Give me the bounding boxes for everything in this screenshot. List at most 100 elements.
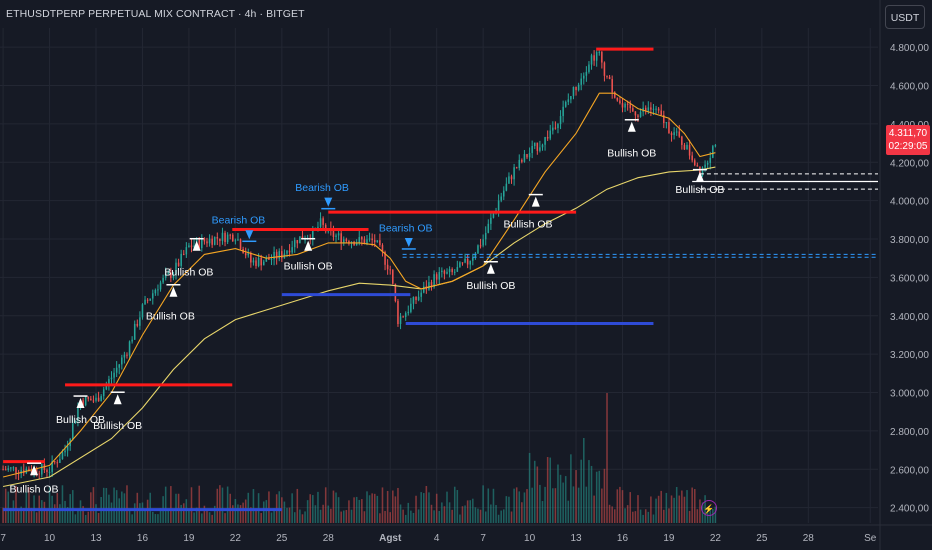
volume-bar: [97, 512, 100, 523]
bullish-ob-label: Bullish OB: [10, 483, 59, 495]
volume-bar: [461, 506, 464, 523]
volume-bar: [577, 487, 580, 523]
candle-body: [541, 144, 544, 148]
candle-body: [394, 283, 397, 302]
volume-bar: [84, 514, 87, 523]
candle-body: [74, 420, 77, 424]
candle-body: [87, 396, 90, 399]
volume-bar: [399, 504, 402, 523]
x-tick-label: 10: [44, 533, 56, 544]
candle-body: [453, 271, 456, 273]
volume-bar: [422, 493, 425, 523]
candle-body: [12, 467, 15, 469]
volume-bar: [459, 514, 461, 523]
volume-bar: [528, 452, 531, 523]
candle-body: [590, 55, 593, 65]
candle-body: [668, 122, 670, 134]
currency-button[interactable]: USDT: [885, 5, 925, 29]
volume-bar: [87, 511, 90, 523]
candle-body: [211, 238, 213, 245]
volume-bar: [624, 508, 626, 523]
volume-bar: [72, 490, 74, 523]
candle-body: [410, 303, 412, 312]
volume-bar: [82, 506, 84, 523]
candle-body: [714, 145, 717, 147]
volume-bar: [193, 512, 195, 523]
volume-bar: [443, 506, 446, 523]
candle-body: [193, 245, 195, 248]
candle-body: [229, 234, 231, 236]
candle-body: [559, 116, 562, 125]
candle-body: [66, 446, 69, 451]
lightning-icon[interactable]: ⚡: [701, 500, 717, 516]
candle-body: [441, 270, 443, 273]
volume-bar: [438, 510, 441, 523]
volume-bar: [59, 504, 61, 523]
volume-bar: [348, 500, 350, 523]
volume-bar: [273, 508, 275, 523]
volume-bar: [642, 514, 644, 523]
candle-body: [232, 234, 234, 242]
y-tick-label: 2.600,00: [890, 465, 929, 476]
candle-body: [647, 107, 650, 111]
volume-bar: [355, 496, 358, 523]
volume-bar: [206, 508, 208, 523]
candle-body: [706, 162, 709, 165]
candlesticks: [2, 49, 717, 481]
volume-bar: [402, 509, 404, 523]
candle-body: [518, 159, 521, 168]
volume-bar: [293, 512, 296, 523]
volume-bar: [373, 493, 376, 523]
candle-body: [588, 64, 590, 72]
candle-body: [575, 86, 577, 91]
candle-body: [673, 132, 675, 136]
candle-body: [696, 165, 699, 167]
volume-bar: [291, 493, 293, 523]
candle-body: [544, 137, 546, 145]
candle-body: [634, 111, 637, 116]
candle-body: [312, 228, 314, 240]
candle-body: [90, 398, 92, 401]
volume-bar: [121, 491, 123, 523]
volume-bar: [195, 507, 198, 523]
volume-bar: [673, 497, 675, 523]
candle-body: [213, 237, 216, 245]
candle-body: [72, 423, 74, 439]
candle-body: [126, 354, 128, 356]
volume-bar: [61, 485, 64, 523]
volume-bar: [693, 489, 696, 523]
volume-bar: [616, 489, 619, 523]
volume-bar: [43, 501, 46, 523]
candle-body: [342, 239, 345, 244]
volume-bar: [686, 490, 688, 523]
volume-bar: [115, 490, 118, 523]
volume-bar: [20, 506, 22, 523]
volume-bar: [345, 510, 348, 523]
candle-body: [497, 200, 500, 211]
volume-bar: [621, 490, 624, 523]
candle-body: [286, 250, 288, 254]
volume-bar: [655, 498, 657, 523]
candle-body: [110, 377, 113, 380]
volume-bar: [188, 510, 190, 523]
candle-body: [97, 397, 100, 402]
candle-body: [257, 257, 260, 266]
volume-bar: [237, 504, 239, 523]
volume-bar: [270, 512, 273, 523]
volume-bar: [526, 489, 528, 523]
volume-bar: [572, 486, 575, 523]
volume-bar: [675, 486, 678, 523]
candle-body: [701, 167, 704, 176]
bullish-ob-label: Bullish OB: [93, 420, 142, 432]
candle-body: [84, 396, 87, 406]
volume-bar: [611, 506, 613, 523]
candle-body: [154, 290, 157, 294]
volume-bar: [255, 508, 257, 523]
candle-body: [402, 316, 404, 318]
candle-body: [539, 147, 541, 151]
ema-fast-line: [2, 92, 716, 478]
volume-bar: [314, 505, 317, 523]
bearish-triangle-icon: [404, 237, 413, 247]
candle-body: [203, 238, 206, 242]
